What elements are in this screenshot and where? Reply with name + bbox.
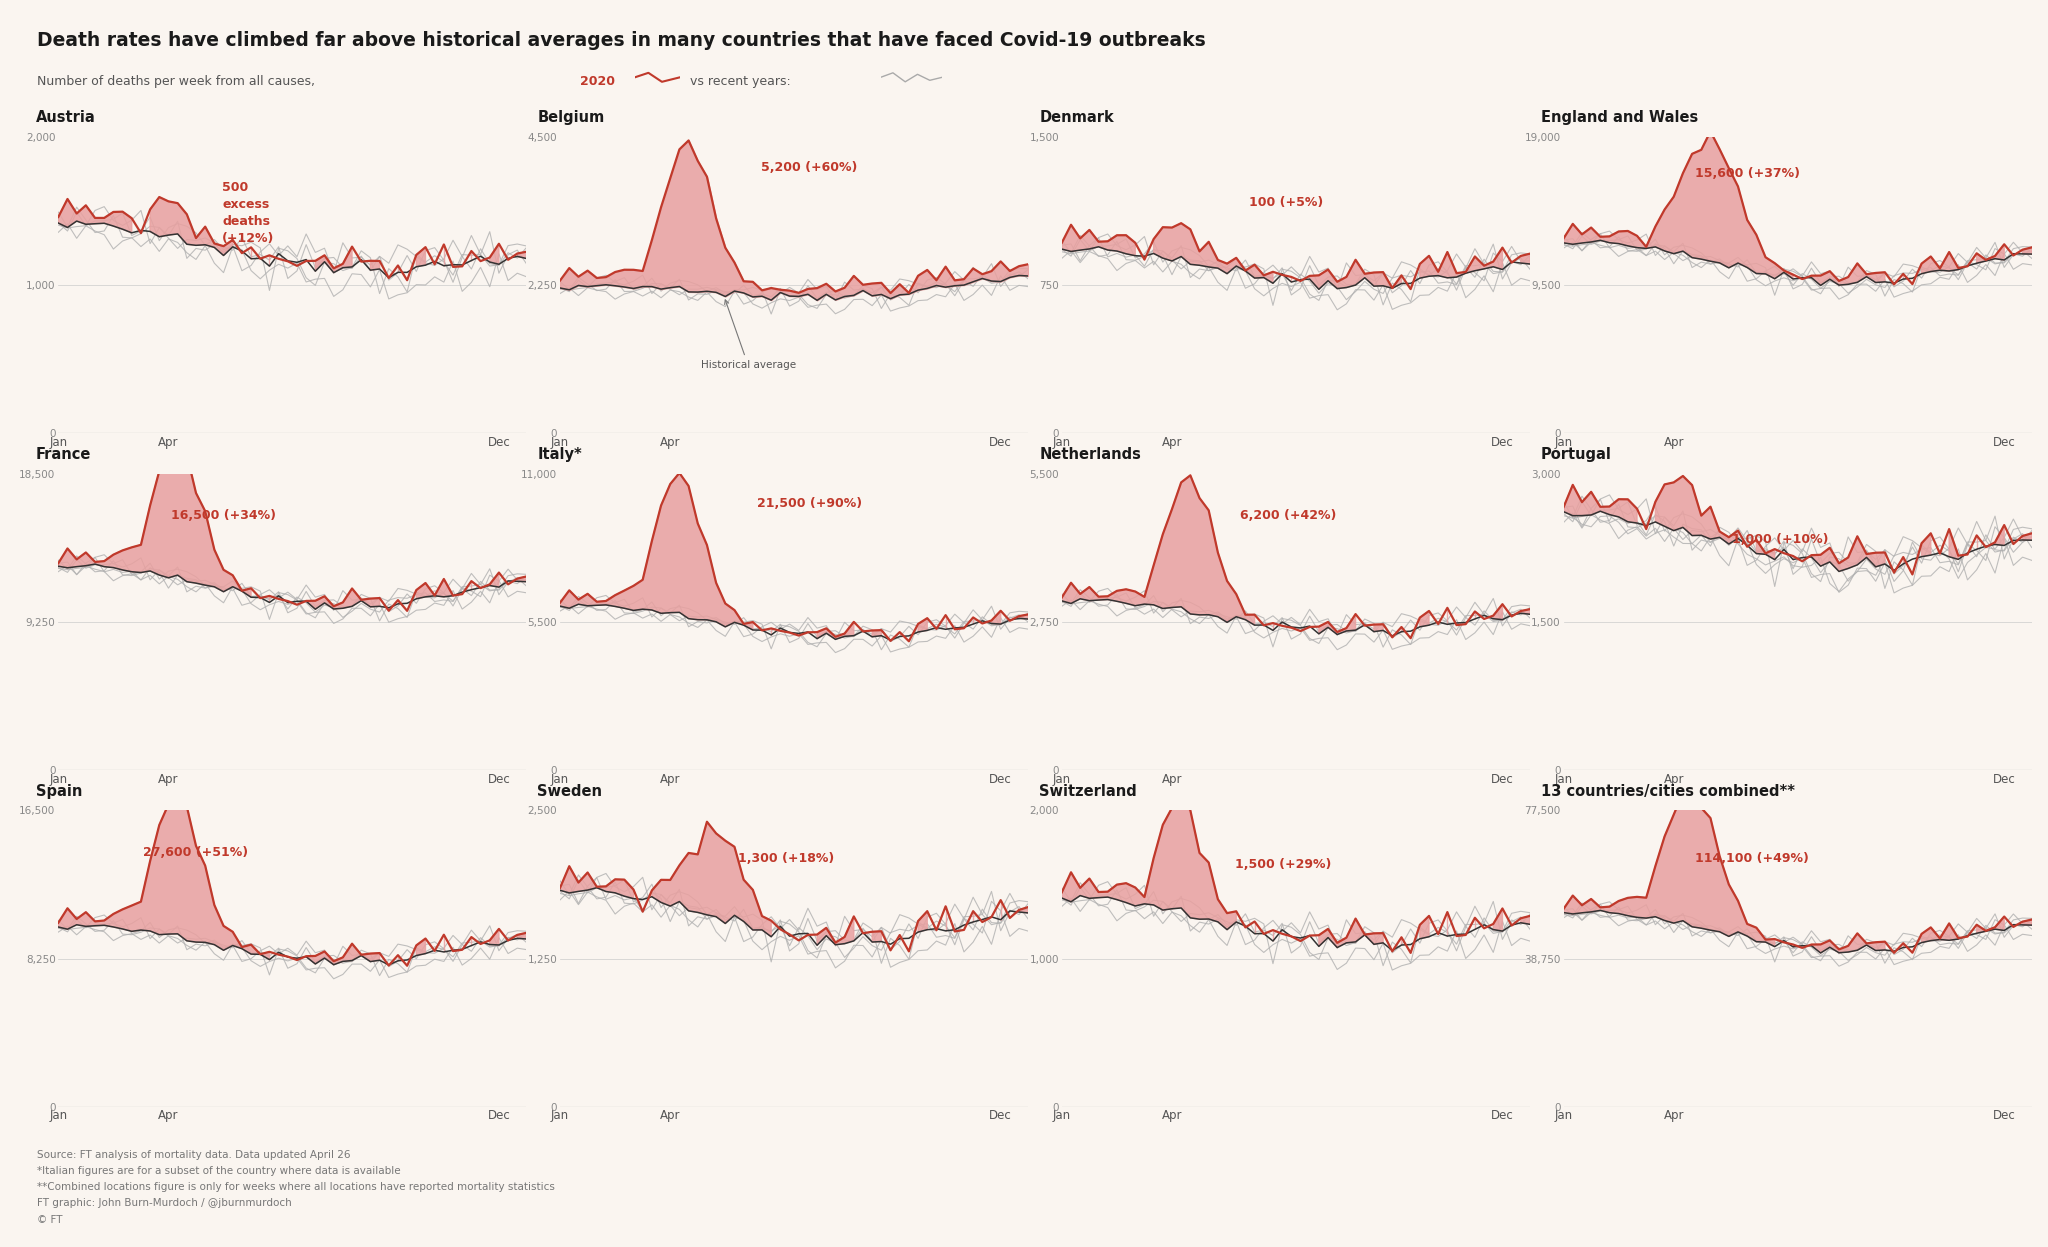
- Text: *Italian figures are for a subset of the country where data is available: *Italian figures are for a subset of the…: [37, 1166, 401, 1176]
- Text: France: France: [35, 446, 90, 461]
- Text: 16,500 (+34%): 16,500 (+34%): [170, 509, 276, 522]
- Text: Sweden: Sweden: [537, 783, 602, 798]
- Text: Spain: Spain: [35, 783, 82, 798]
- Text: 1,000 (+10%): 1,000 (+10%): [1733, 532, 1829, 546]
- Text: 5,200 (+60%): 5,200 (+60%): [762, 161, 858, 173]
- Text: **Combined locations figure is only for weeks where all locations have reported : **Combined locations figure is only for …: [37, 1182, 555, 1192]
- Text: vs recent years:: vs recent years:: [686, 75, 795, 87]
- Text: Switzerland: Switzerland: [1038, 783, 1137, 798]
- Text: © FT: © FT: [37, 1215, 61, 1225]
- Text: Death rates have climbed far above historical averages in many countries that ha: Death rates have climbed far above histo…: [37, 31, 1206, 50]
- Text: Italy*: Italy*: [537, 446, 582, 461]
- Text: England and Wales: England and Wales: [1540, 110, 1698, 125]
- Text: 500
excess
deaths
(+12%): 500 excess deaths (+12%): [221, 181, 274, 246]
- Text: Portugal: Portugal: [1540, 446, 1612, 461]
- Text: 15,600 (+37%): 15,600 (+37%): [1694, 167, 1800, 180]
- Text: 100 (+5%): 100 (+5%): [1249, 196, 1323, 209]
- Text: 27,600 (+51%): 27,600 (+51%): [143, 845, 248, 859]
- Text: Number of deaths per week from all causes,: Number of deaths per week from all cause…: [37, 75, 319, 87]
- Text: 1,300 (+18%): 1,300 (+18%): [737, 852, 834, 865]
- Text: 21,500 (+90%): 21,500 (+90%): [756, 498, 862, 510]
- Text: Austria: Austria: [35, 110, 96, 125]
- Text: 1,500 (+29%): 1,500 (+29%): [1235, 858, 1331, 870]
- Text: FT graphic: John Burn-Murdoch / @jburnmurdoch: FT graphic: John Burn-Murdoch / @jburnmu…: [37, 1198, 291, 1208]
- Text: 114,100 (+49%): 114,100 (+49%): [1694, 852, 1808, 865]
- Text: Source: FT analysis of mortality data. Data updated April 26: Source: FT analysis of mortality data. D…: [37, 1150, 350, 1160]
- Text: Historical average: Historical average: [700, 299, 795, 370]
- Text: Belgium: Belgium: [537, 110, 604, 125]
- Text: Denmark: Denmark: [1038, 110, 1114, 125]
- Text: 13 countries/cities combined**: 13 countries/cities combined**: [1540, 783, 1794, 798]
- Text: 2020: 2020: [580, 75, 614, 87]
- Text: 6,200 (+42%): 6,200 (+42%): [1239, 509, 1335, 522]
- Text: Netherlands: Netherlands: [1038, 446, 1141, 461]
